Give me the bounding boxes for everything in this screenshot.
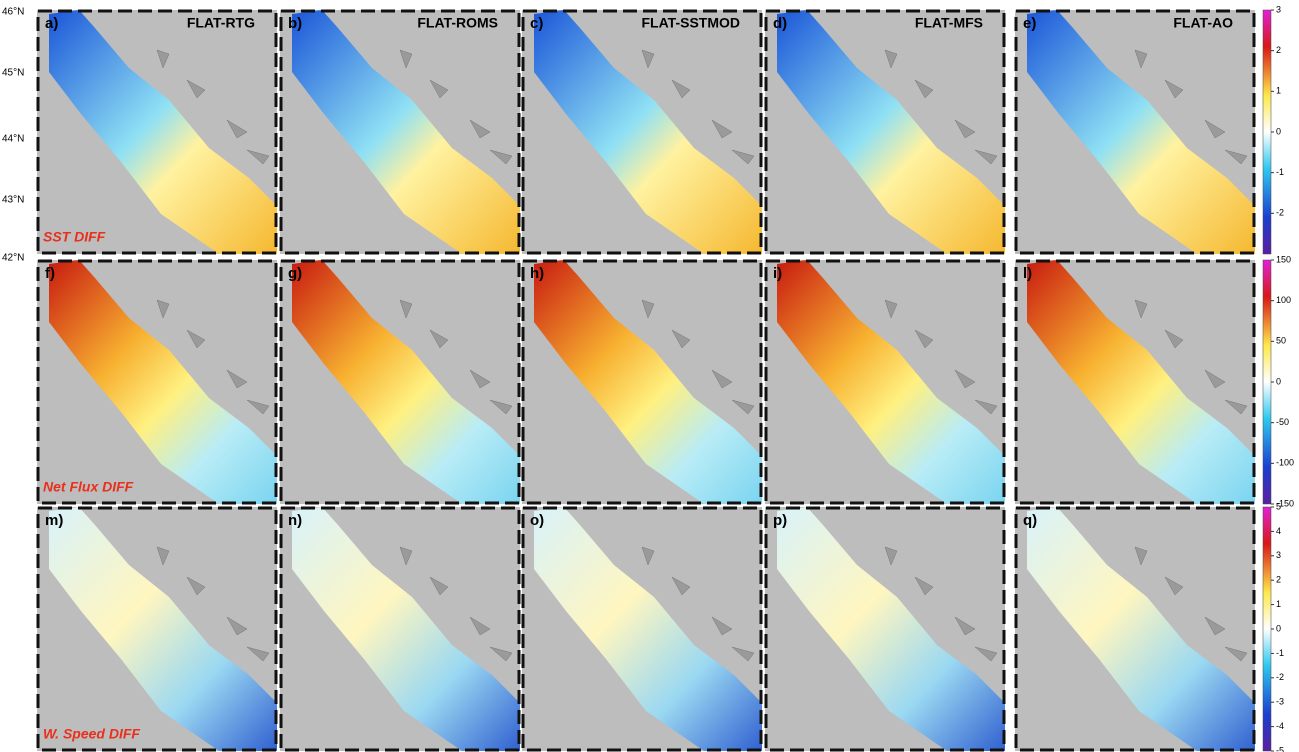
latitude-label: 44°N bbox=[2, 134, 24, 145]
colorbar-tick-label: 3 bbox=[1276, 4, 1281, 14]
map-panel: i) bbox=[765, 260, 1005, 504]
colorbar-tick-label: 2 bbox=[1276, 575, 1281, 585]
map-panel: h) bbox=[522, 260, 762, 504]
panel-letter: f) bbox=[45, 265, 55, 282]
panel-letter: o) bbox=[530, 512, 544, 529]
map-panel: e) FLAT-AO bbox=[1015, 10, 1255, 254]
panel-letter: q) bbox=[1023, 512, 1037, 529]
colorbar-tick-label: -2 bbox=[1276, 672, 1284, 682]
colorbar-tick-label: 4 bbox=[1276, 526, 1281, 536]
panel-letter: b) bbox=[288, 15, 302, 32]
panel-title: FLAT-ROMS bbox=[417, 15, 498, 31]
map-panel: l) bbox=[1015, 260, 1255, 504]
latitude-label: 42°N bbox=[2, 253, 24, 264]
colorbar bbox=[1263, 10, 1271, 254]
colorbar-tick-label: -2 bbox=[1276, 208, 1284, 218]
map-panel: n) bbox=[280, 507, 520, 751]
colorbar-tick-label: -50 bbox=[1276, 417, 1289, 427]
panel-letter: d) bbox=[773, 15, 787, 32]
colorbar-tick-label: 150 bbox=[1276, 254, 1291, 264]
colorbar-tick-label: 1 bbox=[1276, 599, 1281, 609]
colorbar-tick-label: -100 bbox=[1276, 458, 1294, 468]
row-label: W. Speed DIFF bbox=[43, 726, 140, 742]
map-panel: g) bbox=[280, 260, 520, 504]
panel-title: FLAT-SSTMOD bbox=[641, 15, 740, 31]
row-label: Net Flux DIFF bbox=[43, 479, 134, 495]
panel-title: FLAT-MFS bbox=[915, 15, 983, 31]
map-panel: q) bbox=[1015, 507, 1255, 751]
colorbar-tick-label: 0 bbox=[1276, 126, 1281, 136]
map-panel: b) FLAT-ROMS bbox=[280, 10, 520, 254]
map-panel: f) bbox=[37, 260, 277, 504]
colorbar-tick-label: 0 bbox=[1276, 623, 1281, 633]
colorbar bbox=[1263, 260, 1271, 504]
colorbar-tick-label: 50 bbox=[1276, 336, 1286, 346]
colorbar-tick-label: 5 bbox=[1276, 501, 1281, 511]
panel-letter: m) bbox=[45, 512, 63, 529]
panel-letter: a) bbox=[45, 15, 58, 32]
colorbar-tick-label: -1 bbox=[1276, 648, 1284, 658]
panel-letter: p) bbox=[773, 512, 787, 529]
panel-letter: n) bbox=[288, 512, 302, 529]
panel-letter: e) bbox=[1023, 15, 1036, 32]
map-panel: p) bbox=[765, 507, 1005, 751]
row-label: SST DIFF bbox=[43, 229, 106, 245]
colorbar-tick-label: 1 bbox=[1276, 86, 1281, 96]
colorbar-tick-label: 100 bbox=[1276, 295, 1291, 305]
latitude-label: 46°N bbox=[2, 7, 24, 18]
latitude-label: 45°N bbox=[2, 68, 24, 79]
colorbar-tick-label: -1 bbox=[1276, 167, 1284, 177]
figure: a) FLAT-RTG b) FLAT-ROMS c) FLAT-SSTMOD d) FLAT… bbox=[0, 0, 1299, 752]
colorbar-tick-label: 3 bbox=[1276, 550, 1281, 560]
colorbar-tick-label: -4 bbox=[1276, 721, 1284, 731]
map-panel: c) FLAT-SSTMOD bbox=[522, 10, 762, 254]
colorbar-tick-label: 2 bbox=[1276, 45, 1281, 55]
colorbar-tick-label: -5 bbox=[1276, 745, 1284, 752]
panel-letter: l) bbox=[1023, 265, 1032, 282]
latitude-label: 43°N bbox=[2, 195, 24, 206]
colorbar-tick-label: -3 bbox=[1276, 697, 1284, 707]
map-panel: o) bbox=[522, 507, 762, 751]
panel-letter: g) bbox=[288, 265, 302, 282]
map-panel: a) FLAT-RTG bbox=[37, 10, 277, 254]
panel-letter: h) bbox=[530, 265, 544, 282]
panel-letter: i) bbox=[773, 265, 782, 282]
panel-letter: c) bbox=[530, 15, 543, 32]
map-panel: m) bbox=[37, 507, 277, 751]
panel-title: FLAT-RTG bbox=[187, 15, 255, 31]
map-panel: d) FLAT-MFS bbox=[765, 10, 1005, 254]
colorbar bbox=[1263, 507, 1271, 751]
panel-title: FLAT-AO bbox=[1173, 15, 1233, 31]
colorbar-tick-label: 0 bbox=[1276, 376, 1281, 386]
